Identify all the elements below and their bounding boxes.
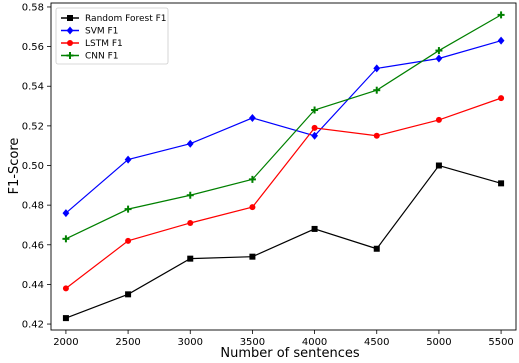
data-point — [124, 205, 132, 213]
data-point — [311, 225, 318, 232]
x-tick-label: 5000 — [426, 337, 451, 348]
x-tick-label: 4500 — [364, 337, 389, 348]
data-point — [311, 106, 319, 114]
legend-item: LSTM F1 — [61, 39, 123, 49]
x-tick-label: 2000 — [53, 337, 78, 348]
data-point — [373, 245, 380, 252]
series-line — [65, 97, 502, 289]
x-tick-label: 3500 — [240, 337, 265, 348]
y-tick-label: 0.58 — [22, 2, 44, 13]
data-point — [498, 95, 505, 102]
data-point — [249, 253, 256, 260]
data-point — [186, 139, 194, 148]
legend: Random Forest F1 SVM F1 LSTM F1 CNN F1 — [55, 7, 169, 65]
x-tick-label: 4000 — [302, 337, 327, 348]
data-point — [435, 47, 443, 55]
data-point — [187, 219, 194, 226]
y-tick-label: 0.50 — [22, 161, 44, 172]
legend-marker — [66, 26, 74, 35]
data-point — [62, 235, 70, 243]
legend-marker — [66, 52, 74, 59]
data-point — [249, 113, 256, 122]
series-0 — [62, 162, 505, 322]
series-1 — [62, 36, 505, 218]
data-point — [373, 64, 381, 73]
data-point — [435, 54, 443, 63]
series-line — [65, 40, 502, 214]
y-tick-label: 0.44 — [22, 280, 44, 291]
y-axis-title: F1-Score — [7, 138, 22, 195]
data-point — [497, 36, 505, 45]
series-3 — [62, 11, 505, 243]
legend-label: Random Forest F1 — [85, 14, 167, 24]
legend-box — [55, 7, 169, 65]
data-point — [249, 204, 256, 211]
legend-item: SVM F1 — [61, 26, 118, 37]
legend-label: CNN F1 — [85, 52, 119, 62]
data-point — [373, 132, 380, 139]
y-tick-label: 0.42 — [22, 320, 44, 331]
y-tick-label: 0.54 — [22, 82, 44, 93]
data-point — [248, 175, 256, 183]
data-point — [125, 291, 132, 298]
data-point — [498, 180, 505, 187]
series-line — [65, 164, 502, 319]
data-point — [124, 155, 132, 164]
series-line — [65, 14, 502, 240]
x-axis-ticks: 2000 2500 3000 3500 4000 4500 5000 5500 — [53, 330, 514, 348]
data-point — [311, 124, 318, 131]
x-axis-title: Number of sentences — [220, 346, 360, 361]
data-point — [125, 237, 132, 244]
x-tick-label: 3000 — [178, 337, 203, 348]
legend-item: CNN F1 — [61, 52, 119, 62]
legend-marker — [67, 15, 73, 21]
legend-label: LSTM F1 — [85, 39, 123, 49]
data-point — [62, 285, 69, 292]
y-tick-label: 0.56 — [22, 42, 44, 53]
data-point — [62, 209, 70, 218]
data-point — [186, 191, 194, 199]
y-tick-label: 0.46 — [22, 240, 44, 251]
data-point — [187, 255, 194, 262]
legend-label: SVM F1 — [85, 27, 118, 37]
data-point — [435, 162, 442, 169]
x-tick-label: 2500 — [115, 337, 140, 348]
y-tick-label: 0.52 — [22, 121, 44, 132]
series-2 — [62, 95, 505, 292]
data-point — [373, 86, 381, 94]
legend-marker — [67, 40, 73, 46]
data-point — [435, 116, 442, 123]
series-layer — [62, 11, 505, 322]
x-tick-label: 5500 — [488, 337, 513, 348]
data-point — [311, 131, 318, 140]
data-point — [497, 11, 505, 19]
y-tick-label: 0.48 — [22, 201, 44, 212]
y-axis-ticks: 0.42 0.44 0.46 0.48 0.50 0.52 0.54 0.56 0.58 — [22, 2, 51, 331]
legend-item: Random Forest F1 — [61, 14, 167, 24]
data-point — [62, 315, 69, 322]
